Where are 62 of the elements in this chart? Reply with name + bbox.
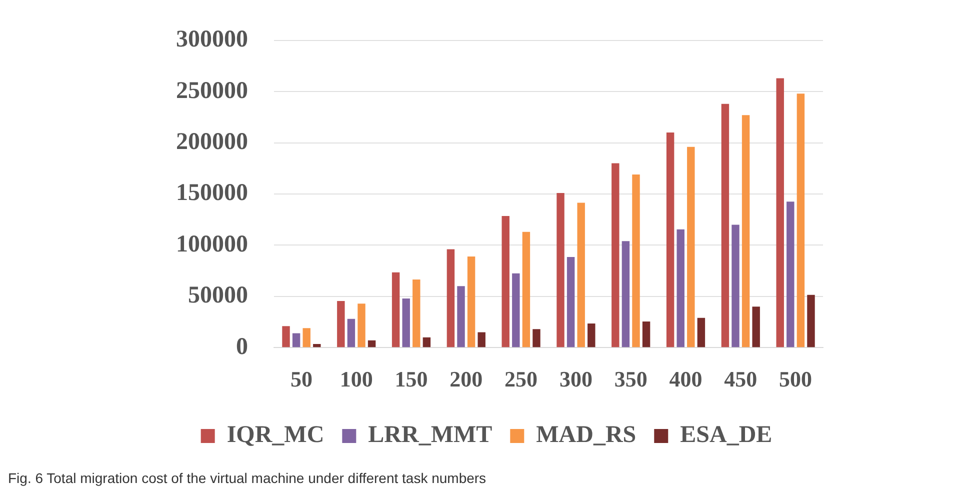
y-tick-label: 200000 <box>176 129 248 156</box>
bar <box>358 304 366 348</box>
bar <box>292 333 300 348</box>
x-tick-label: 100 <box>340 366 373 392</box>
caption: Fig. 6 Total migration cost of the virtual machine under different task numbers <box>8 470 486 486</box>
bar <box>532 329 540 348</box>
bar <box>422 337 431 348</box>
legend-label: MAD_RS <box>536 422 636 448</box>
bar <box>676 229 684 348</box>
bar <box>412 280 420 348</box>
y-tick-label: 300000 <box>176 26 248 53</box>
bar <box>446 249 455 348</box>
bar <box>302 328 310 348</box>
legend-label: LRR_MMT <box>368 422 492 448</box>
bar <box>752 306 760 348</box>
bar <box>732 224 740 348</box>
bar <box>556 192 564 348</box>
x-tick-label: 150 <box>394 366 428 392</box>
x-tick-label: 200 <box>450 366 483 392</box>
bar <box>742 115 750 348</box>
x-tick-label: 400 <box>669 366 702 392</box>
bar <box>786 202 794 348</box>
bar <box>612 163 620 348</box>
x-tick-label: 250 <box>504 366 538 392</box>
bar <box>522 232 530 348</box>
legend-label: IQR_MC <box>226 422 324 448</box>
x-tick-label: 450 <box>724 366 758 392</box>
y-tick-label: 100000 <box>176 231 248 258</box>
bar <box>577 202 585 348</box>
bar <box>502 216 510 348</box>
y-tick-label: 0 <box>236 334 248 360</box>
bar <box>687 146 695 348</box>
bar <box>776 78 784 348</box>
bar <box>807 294 815 348</box>
bar <box>632 174 640 348</box>
bar <box>457 286 465 348</box>
bar <box>566 256 575 348</box>
bar <box>282 326 290 348</box>
bar <box>796 94 805 348</box>
bar <box>368 340 376 348</box>
bar <box>313 344 321 348</box>
bar <box>512 273 520 348</box>
bar <box>666 132 674 348</box>
bar <box>478 332 486 348</box>
bar <box>467 256 476 348</box>
y-tick-label: 150000 <box>176 180 248 206</box>
bar <box>588 324 596 348</box>
bar <box>721 104 730 348</box>
y-tick-label: 50000 <box>188 282 248 309</box>
x-tick-label: 500 <box>779 366 812 392</box>
x-tick-label: 300 <box>559 366 592 392</box>
legend-label: ESA_DE <box>680 422 772 448</box>
x-tick-label: 350 <box>614 366 648 392</box>
bar <box>402 298 410 348</box>
y-tick-label: 250000 <box>176 78 248 104</box>
bar <box>347 318 356 348</box>
x-tick-label: 50 <box>290 366 312 392</box>
bar <box>392 272 400 348</box>
bar <box>622 241 630 348</box>
bar <box>697 318 706 348</box>
bar <box>337 301 345 348</box>
bar <box>642 321 650 348</box>
